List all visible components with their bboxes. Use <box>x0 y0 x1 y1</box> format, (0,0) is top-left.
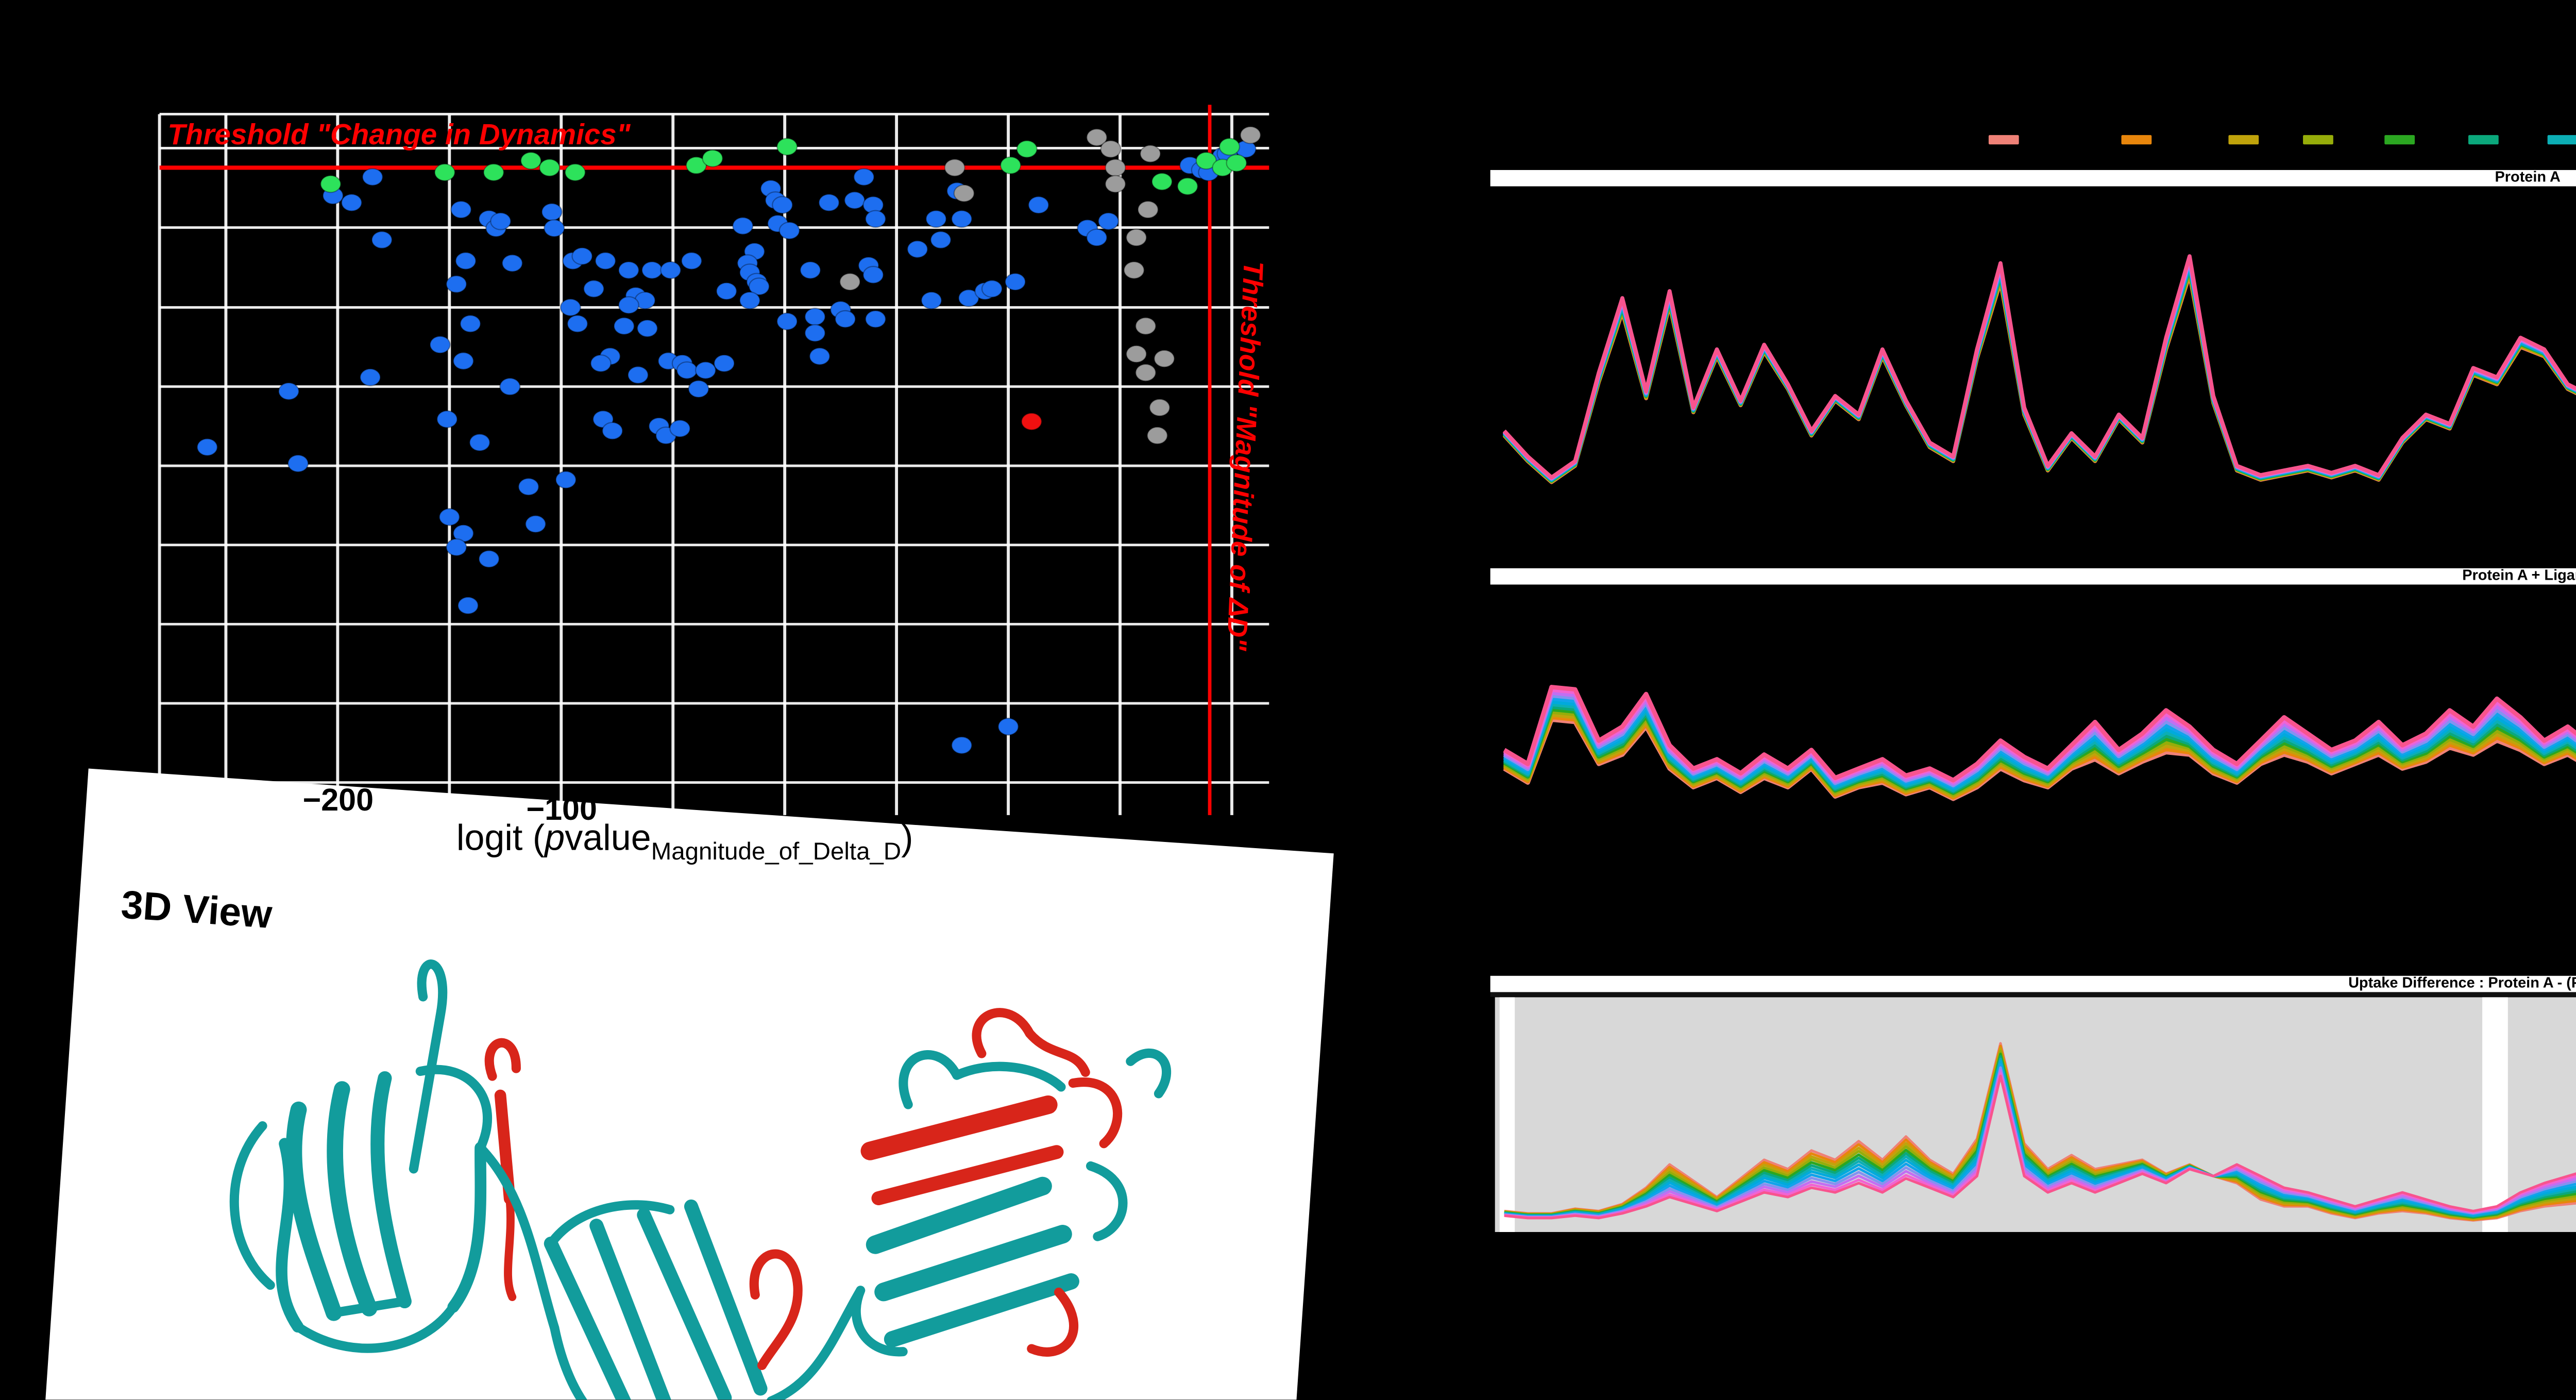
protein-ribbon-graphic <box>229 959 1172 1400</box>
series-line-6 <box>1502 264 2576 482</box>
series-line-4 <box>1504 1052 2576 1219</box>
series-line-0 <box>1503 717 2576 801</box>
no-coverage-band <box>1499 997 1515 1232</box>
series-line-2 <box>1503 712 2576 798</box>
legend-entry-4[interactable] <box>2383 133 2414 145</box>
series-line-10 <box>1504 1069 2576 1219</box>
series-line-10 <box>1502 257 2576 480</box>
volcano-plot <box>158 105 1269 815</box>
line-panel-uptake-difference <box>1495 997 2576 1232</box>
series-line-3 <box>1503 709 2576 797</box>
series-line-9 <box>1503 693 2576 787</box>
series-line-5 <box>1503 704 2576 794</box>
series-line-8 <box>1503 696 2576 789</box>
series-line-8 <box>1502 260 2576 481</box>
series-line-3 <box>1504 1050 2576 1220</box>
series-line-6 <box>1504 1057 2576 1218</box>
series-line-8 <box>1504 1063 2576 1218</box>
series-line-10 <box>1503 690 2576 786</box>
series-line-1 <box>1503 715 2576 800</box>
series-line-7 <box>1503 699 2576 791</box>
line-panel-protein-a <box>1502 254 2576 484</box>
series-line-12 <box>1504 1074 2576 1220</box>
threshold-dynamics-label: Threshold "Change in Dynamics" <box>167 119 631 151</box>
scatter-group-beyond-magnitude-threshold[interactable] <box>839 126 1261 445</box>
series-line-12 <box>1502 254 2576 480</box>
line-panel-protein-a-ligand <box>1503 685 2576 801</box>
threshold-magnitude-label: Threshold "Magnitude of ΔD" <box>1220 260 1270 652</box>
legend-entry-5[interactable] <box>2467 133 2498 145</box>
no-coverage-band <box>2482 997 2508 1232</box>
x-axis-title: logit (pvalueMagnitude_of_Delta_D) <box>456 819 913 867</box>
series-line-1 <box>1502 271 2576 484</box>
series-line-0 <box>1504 1042 2576 1222</box>
legend-entry-3[interactable] <box>2301 133 2332 145</box>
scatter-group-significant-both[interactable] <box>1021 412 1042 431</box>
series-line-2 <box>1502 269 2576 484</box>
series-line-5 <box>1504 1055 2576 1218</box>
series-line-9 <box>1504 1066 2576 1219</box>
series-line-2 <box>1504 1047 2576 1221</box>
panel3-top-border <box>1490 993 2576 997</box>
panel-title-uptake-difference: Uptake Difference : Protein A - (Protein… <box>1490 976 2576 993</box>
series-line-7 <box>1502 262 2576 482</box>
x-tick-minus-200: −200 <box>302 782 374 818</box>
legend-entry-6[interactable] <box>2546 133 2576 145</box>
series-line-7 <box>1504 1060 2576 1218</box>
series-line-4 <box>1503 706 2576 795</box>
series-line-4 <box>1502 266 2576 483</box>
series-line-6 <box>1503 702 2576 792</box>
legend-entry-2[interactable] <box>2227 133 2258 145</box>
series-line-3 <box>1502 268 2576 483</box>
series-line-1 <box>1504 1044 2576 1221</box>
scatter-points[interactable] <box>196 126 1261 754</box>
series-line-11 <box>1503 687 2576 784</box>
scatter-group-not-significant[interactable] <box>196 140 1257 754</box>
panel-title-protein-a: Protein A <box>1490 170 2576 187</box>
legend-entry-0[interactable] <box>1987 133 2018 145</box>
series-line-9 <box>1502 259 2576 481</box>
series-line-12 <box>1503 685 2576 783</box>
series-line-11 <box>1502 256 2576 480</box>
protein-3d-view-panel[interactable]: 3D View <box>41 768 1334 1400</box>
series-line-0 <box>1502 273 2576 484</box>
series-line-11 <box>1504 1072 2576 1219</box>
panel-title-protein-a-ligand: Protein A + Ligand <box>1490 567 2576 584</box>
legend-entry-1[interactable] <box>2120 133 2151 145</box>
series-line-5 <box>1502 265 2576 482</box>
